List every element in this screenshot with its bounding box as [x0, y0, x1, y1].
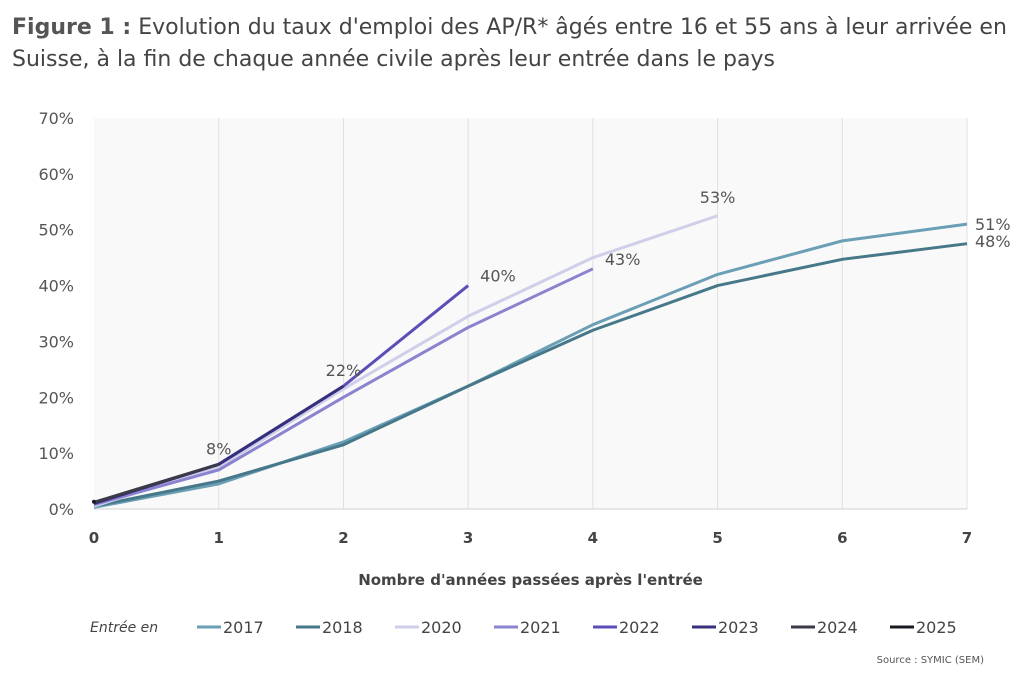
legend-label: 2025: [916, 618, 957, 637]
series-line-2017: [93, 222, 968, 509]
legend-label: 2022: [619, 618, 660, 637]
series-line-2021: [93, 267, 594, 506]
plot-area: [94, 118, 967, 509]
x-tick-label: 5: [712, 529, 722, 547]
data-label: 40%: [480, 267, 516, 286]
data-label: 48%: [975, 232, 1011, 251]
legend-title: Entrée en: [90, 620, 158, 636]
legend-label: 2018: [322, 618, 363, 637]
y-tick-label: 0%: [49, 500, 74, 519]
y-tick-label: 30%: [38, 332, 74, 351]
x-tick-label: 2: [338, 529, 348, 547]
source-note: Source : SYMIC (SEM): [876, 655, 984, 666]
y-tick-label: 20%: [38, 388, 74, 407]
title-text: Evolution du taux d'emploi des AP/R* âgé…: [12, 15, 1007, 72]
legend-label: 2017: [223, 618, 264, 637]
legend-label: 2020: [421, 618, 462, 637]
x-tick-label: 4: [588, 529, 598, 547]
data-label: 22%: [326, 361, 362, 380]
x-tick-label: 1: [213, 529, 223, 547]
y-tick-label: 50%: [38, 221, 74, 240]
y-tick-label: 60%: [38, 165, 74, 184]
chart-title: Figure 1 : Evolution du taux d'emploi de…: [12, 12, 1012, 76]
x-tick-label: 7: [962, 529, 972, 547]
series-line-2024: [93, 462, 220, 504]
x-axis-title: Nombre d'années passées après l'entrée: [358, 571, 703, 589]
x-tick-label: 3: [463, 529, 473, 547]
series-line-2020: [93, 214, 719, 508]
data-label: 53%: [700, 188, 736, 207]
x-tick-label: 0: [89, 529, 99, 547]
y-tick-label: 70%: [38, 109, 74, 128]
y-tick-label: 10%: [38, 444, 74, 463]
x-tick-label: 6: [837, 529, 847, 547]
series-point-2025: [92, 499, 96, 504]
legend-label: 2021: [520, 618, 561, 637]
figure-label: Figure 1 :: [12, 15, 132, 40]
legend-label: 2024: [817, 618, 858, 637]
legend-label: 2023: [718, 618, 759, 637]
data-label: 51%: [975, 215, 1011, 234]
series-line-2018: [93, 242, 968, 508]
data-label: 43%: [605, 250, 641, 269]
data-label: 8%: [206, 439, 231, 458]
y-tick-label: 40%: [38, 277, 74, 296]
